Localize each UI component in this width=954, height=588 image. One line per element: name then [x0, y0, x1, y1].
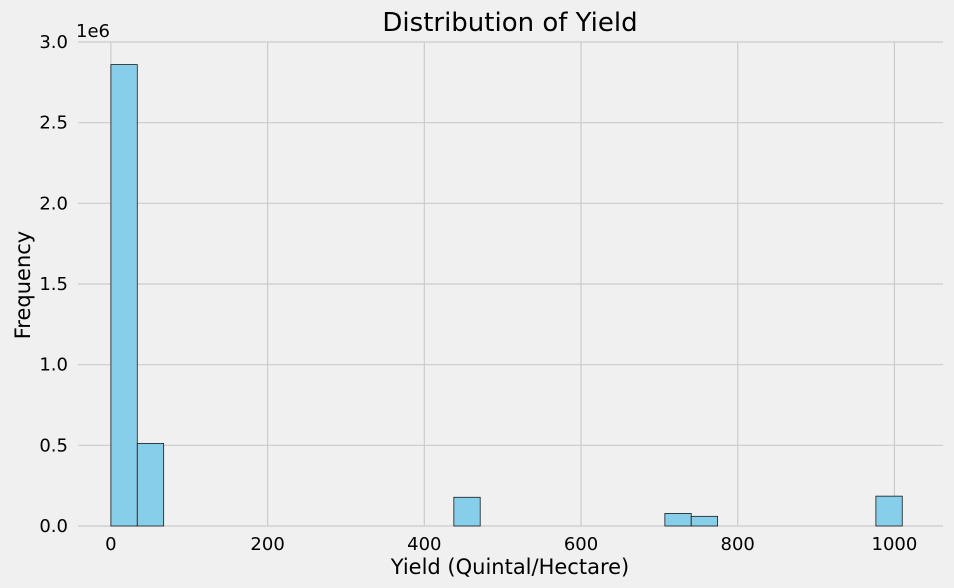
- y-tick-labels: 0.0 0.5 1.0 1.5 2.0 2.5 3.0: [39, 32, 68, 537]
- histogram-bar: [110, 64, 138, 527]
- x-tick-labels: 0 200 400 600 800 1000: [105, 534, 917, 555]
- x-tick-label: 600: [564, 534, 598, 555]
- grid-layer: [78, 41, 943, 527]
- y-tick-label: 3.0: [39, 32, 68, 53]
- histogram-bar: [136, 442, 165, 527]
- x-tick-label: 800: [721, 534, 755, 555]
- chart-title: Distribution of Yield: [382, 8, 637, 38]
- y-tick-label: 1.0: [39, 355, 68, 376]
- y-offset-label: 1e6: [76, 21, 110, 42]
- bar-layer: [110, 64, 903, 527]
- x-tick-label: 0: [105, 534, 116, 555]
- y-tick-label: 2.0: [39, 193, 68, 214]
- histogram-bar: [690, 515, 719, 527]
- y-tick-label: 0.5: [39, 435, 68, 456]
- x-tick-label: 1000: [872, 534, 918, 555]
- y-tick-label: 0.0: [39, 516, 68, 537]
- histogram-bar: [453, 496, 481, 527]
- x-axis-label: Yield (Quintal/Hectare): [390, 555, 630, 579]
- histogram-bar: [875, 495, 903, 527]
- y-axis-label: Frequency: [11, 231, 35, 340]
- y-tick-label: 1.5: [39, 274, 68, 295]
- x-tick-label: 200: [250, 534, 284, 555]
- histogram-bar: [664, 513, 692, 527]
- x-tick-label: 400: [407, 534, 441, 555]
- y-tick-label: 2.5: [39, 113, 68, 134]
